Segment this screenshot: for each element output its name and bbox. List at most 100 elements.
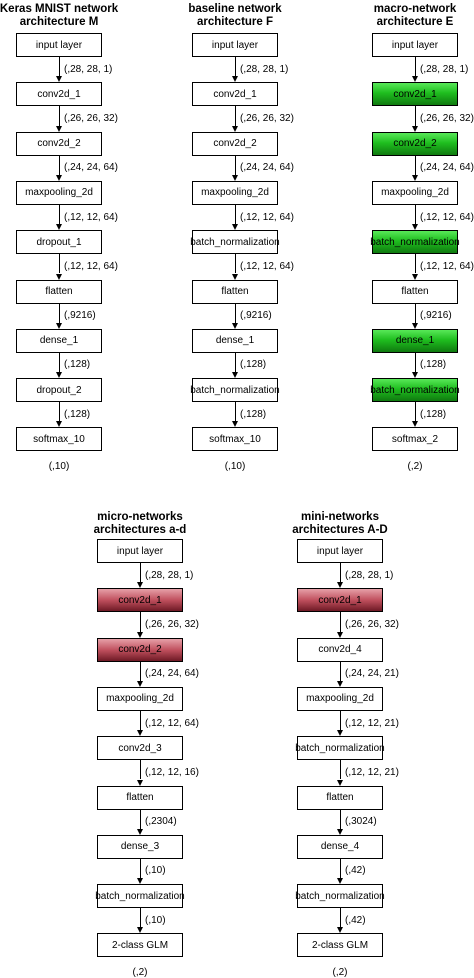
tensor-shape-label: (,26, 26, 32) — [240, 112, 294, 124]
connector-line — [139, 710, 141, 731]
layer-node: conv2d_4 — [297, 637, 383, 662]
connector-line — [414, 57, 416, 77]
layer-node: flatten — [372, 279, 458, 304]
diagram-title: Keras MNIST network architecture M — [0, 3, 119, 28]
layer-node: conv2d_2 — [192, 131, 278, 156]
diagram-title: macro-network architecture E — [373, 3, 457, 28]
connector-line — [414, 303, 416, 323]
tensor-shape-label: (,128) — [64, 408, 91, 420]
layer-node: batch_normalization — [370, 378, 460, 403]
diagram-title: micro-networks architectures a-d — [93, 511, 187, 536]
layer-node: maxpooling_2d — [97, 686, 183, 711]
arrow-down-icon — [337, 680, 343, 687]
tensor-shape-label: (,9216) — [420, 310, 452, 322]
layer-node: conv2d_1 — [297, 588, 383, 613]
tensor-shape-label: (,12, 12, 64) — [64, 260, 118, 272]
layer-node: batch_normalization — [295, 884, 385, 909]
layer-node: dense_1 — [16, 328, 102, 353]
layer-node: maxpooling_2d — [372, 180, 458, 205]
layer-node: flatten — [97, 785, 183, 810]
layer-node: conv2d_1 — [192, 82, 278, 107]
connector-line — [139, 661, 141, 681]
tensor-shape-label: (,12, 12, 64) — [420, 260, 474, 272]
arrow-down-icon — [337, 878, 343, 885]
output-shape-label: (,2) — [407, 461, 423, 473]
layer-node: dense_1 — [192, 328, 278, 353]
tensor-shape-label: (,26, 26, 32) — [420, 112, 474, 124]
arrow-down-icon — [56, 76, 62, 83]
connector-line — [414, 204, 416, 225]
arrow-down-icon — [412, 125, 418, 132]
layer-node: dense_3 — [97, 834, 183, 859]
arrow-down-icon — [232, 322, 238, 329]
layer-node: conv2d_2 — [97, 637, 183, 662]
tensor-shape-label: (,28, 28, 1) — [240, 63, 289, 75]
layer-node: batch_normalization — [295, 736, 385, 761]
connector-line — [339, 858, 341, 879]
connector-line — [339, 661, 341, 681]
arrow-down-icon — [137, 582, 143, 589]
connector-line — [414, 352, 416, 373]
tensor-shape-label: (,42) — [345, 865, 366, 877]
layer-node: conv2d_1 — [372, 82, 458, 107]
tensor-shape-label: (,24, 24, 64) — [145, 668, 199, 680]
arrow-down-icon — [337, 582, 343, 589]
tensor-shape-label: (,24, 24, 64) — [420, 162, 474, 174]
layer-node: batch_normalization — [370, 230, 460, 255]
arrow-down-icon — [137, 631, 143, 638]
tensor-shape-label: (,128) — [240, 408, 267, 420]
arrow-down-icon — [56, 273, 62, 280]
tensor-shape-label: (,10) — [145, 914, 166, 926]
layer-node: conv2d_1 — [16, 82, 102, 107]
arrow-down-icon — [56, 174, 62, 181]
connector-line — [234, 106, 236, 126]
arrow-down-icon — [232, 421, 238, 428]
connector-line — [234, 352, 236, 373]
arrow-down-icon — [412, 372, 418, 379]
arrow-down-icon — [232, 125, 238, 132]
layer-node: softmax_10 — [16, 427, 102, 452]
connector-line — [139, 563, 141, 583]
arrow-down-icon — [412, 174, 418, 181]
arrow-down-icon — [337, 828, 343, 835]
layer-node: input layer — [297, 539, 383, 563]
arrow-down-icon — [337, 631, 343, 638]
tensor-shape-label: (,26, 26, 32) — [345, 618, 399, 630]
layer-node: input layer — [192, 33, 278, 57]
arrow-down-icon — [337, 927, 343, 934]
connector-line — [234, 303, 236, 323]
tensor-shape-label: (,3024) — [345, 816, 377, 828]
connector-line — [58, 254, 60, 274]
tensor-shape-label: (,9216) — [64, 310, 96, 322]
connector-line — [139, 858, 141, 879]
connector-line — [58, 204, 60, 225]
arrow-down-icon — [412, 322, 418, 329]
connector-line — [58, 402, 60, 422]
arrow-down-icon — [137, 730, 143, 737]
connector-line — [234, 254, 236, 274]
connector-line — [414, 254, 416, 274]
arrow-down-icon — [137, 828, 143, 835]
connector-line — [339, 760, 341, 780]
tensor-shape-label: (,12, 12, 64) — [145, 717, 199, 729]
connector-line — [139, 908, 141, 928]
connector-line — [58, 352, 60, 373]
arrow-down-icon — [56, 224, 62, 231]
connector-line — [139, 809, 141, 829]
connector-line — [139, 612, 141, 632]
tensor-shape-label: (,12, 12, 16) — [145, 766, 199, 778]
layer-node: 2-class GLM — [97, 933, 183, 958]
arrow-down-icon — [56, 421, 62, 428]
diagram-title: mini-networks architectures A-D — [292, 511, 388, 536]
layer-node: 2-class GLM — [297, 933, 383, 958]
tensor-shape-label: (,12, 12, 64) — [240, 211, 294, 223]
tensor-shape-label: (,24, 24, 64) — [240, 162, 294, 174]
layer-node: input layer — [372, 33, 458, 57]
connector-line — [414, 106, 416, 126]
connector-line — [234, 57, 236, 77]
layer-node: batch_normalization — [95, 884, 185, 909]
arrow-down-icon — [232, 224, 238, 231]
tensor-shape-label: (,128) — [420, 359, 447, 371]
arrow-down-icon — [137, 927, 143, 934]
output-shape-label: (,2) — [132, 967, 148, 978]
